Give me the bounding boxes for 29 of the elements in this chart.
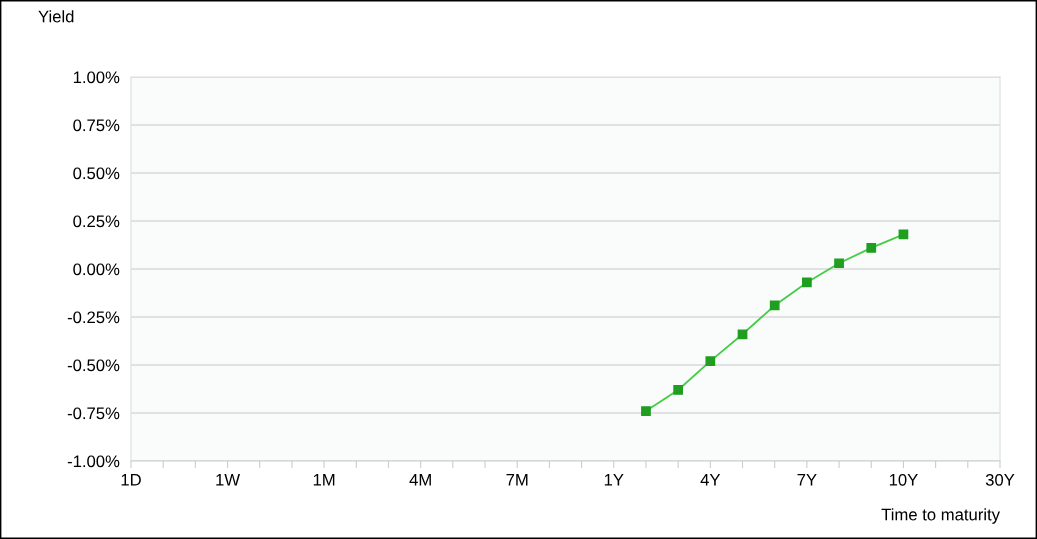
y-tick-label: 0.25% [73,215,120,228]
point [737,329,748,340]
point [673,385,684,395]
x-tick-label: 4Y [700,474,721,486]
point [866,243,877,253]
y-tick-label: 0.75% [73,119,120,132]
y-tick-label: 0.00% [73,263,120,276]
point [834,258,844,269]
point [641,406,651,416]
point [705,356,716,367]
y-tick-label: -0.50% [67,359,120,372]
x-tick-label: 1M [313,474,335,486]
x-tick-label: 7M [506,474,528,486]
y-tick-label: -0.25% [67,311,120,324]
x-tick-label: 7Y [797,474,817,486]
y-tick-label: -1.00% [67,455,120,468]
y-tick-label: -0.75% [67,407,120,420]
y-tick-label: 1.00% [73,71,120,84]
y-axis-title: Yield [38,10,74,23]
x-tick-label: 1Y [604,474,624,486]
point [802,277,812,288]
x-tick-label: 1W [216,474,240,486]
y-tick-label: 0.50% [73,167,120,180]
x-tick-label: 4M [409,474,431,486]
x-axis-title: Time to maturity [881,508,1000,524]
x-tick-label: 1D [121,474,141,486]
x-tick-label: 10Y [889,473,918,486]
point [769,300,780,311]
x-tick-label: 30Y [985,473,1015,486]
